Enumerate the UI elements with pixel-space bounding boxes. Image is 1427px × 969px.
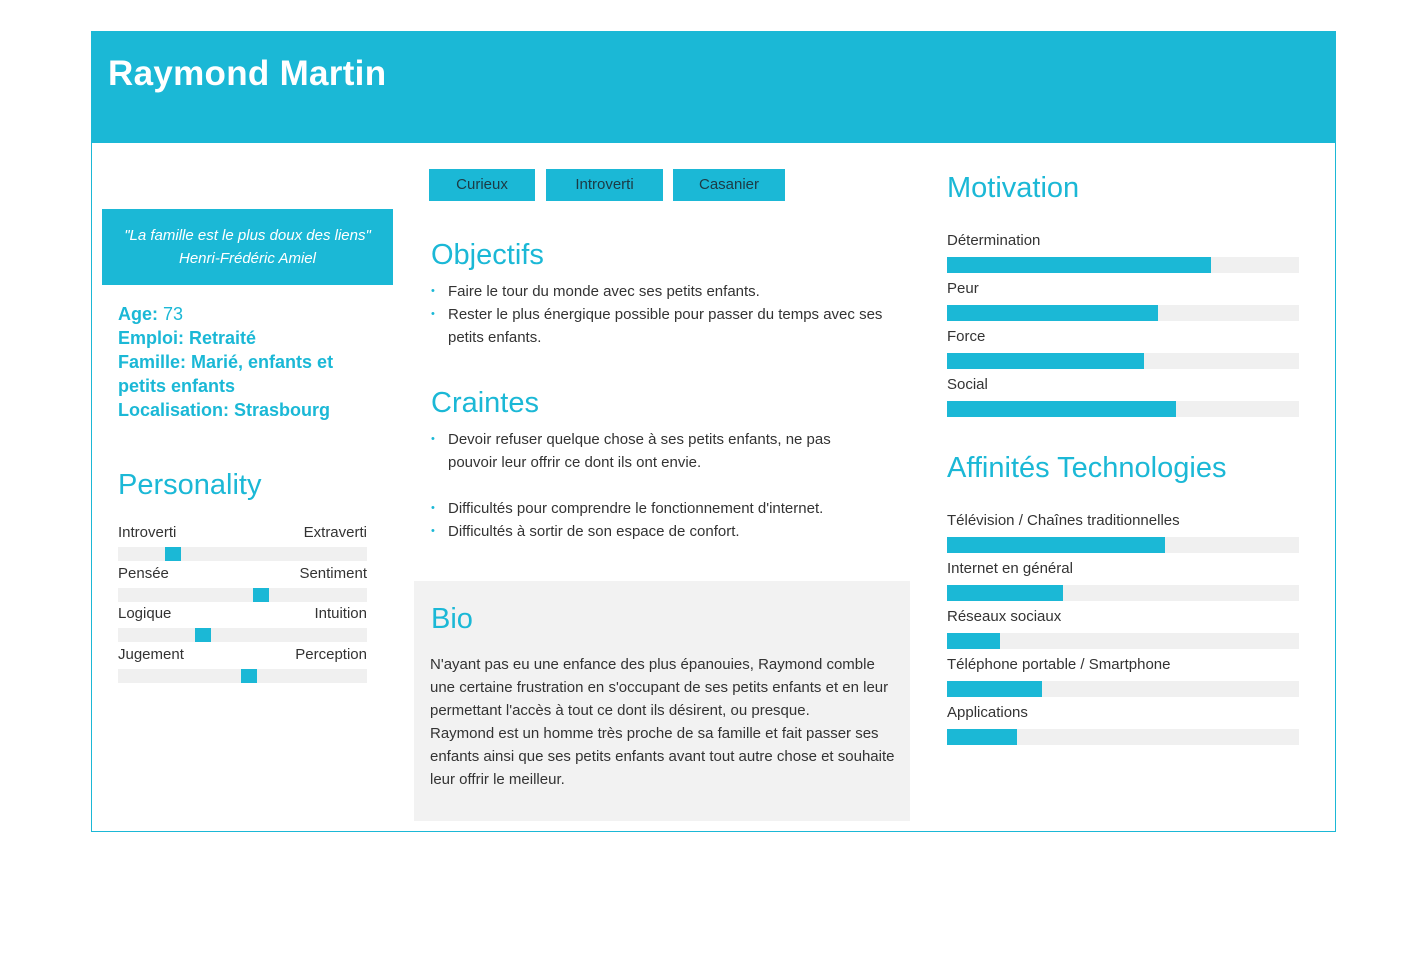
bar-track — [947, 729, 1299, 745]
bio-section: Bio N'ayant pas eu une enfance des plus … — [414, 581, 910, 821]
scale-track — [118, 588, 367, 602]
bar-fill — [947, 585, 1064, 601]
age-label: Age: — [118, 304, 158, 324]
scale-track — [118, 669, 367, 683]
bar-track — [947, 633, 1299, 649]
bar-track — [947, 537, 1299, 553]
motivation-title: Motivation — [947, 172, 1080, 204]
bar-label: Social — [947, 376, 988, 393]
scale-left-label: Introverti — [118, 524, 177, 541]
tag-casanier[interactable]: Casanier — [673, 169, 785, 201]
persona-card: Raymond Martin "La famille est le plus d… — [91, 31, 1336, 832]
personality-scale: Introverti Extraverti — [118, 524, 367, 564]
list-item: Faire le tour du monde avec ses petits e… — [431, 280, 901, 303]
job-row: Emploi: Retraité — [118, 328, 257, 348]
scale-left-label: Jugement — [118, 646, 184, 663]
bar-track — [947, 681, 1299, 697]
fears-list: Devoir refuser quelque chose à ses petit… — [431, 428, 881, 543]
objectives-title: Objectifs — [431, 239, 544, 271]
age-row: Age: 73 — [118, 302, 378, 326]
objectives-list: Faire le tour du monde avec ses petits e… — [431, 280, 901, 349]
bio-text: N'ayant pas eu une enfance des plus épan… — [430, 653, 900, 791]
bio-paragraph-1: N'ayant pas eu une enfance des plus épan… — [430, 656, 889, 719]
bar-track — [947, 585, 1299, 601]
personality-scale: Logique Intuition — [118, 605, 367, 645]
scale-right-label: Extraverti — [303, 524, 367, 541]
bar-fill — [947, 257, 1211, 273]
family-row: Famille: Marié, enfants et petits enfant… — [118, 352, 334, 396]
scale-left-label: Logique — [118, 605, 172, 622]
bar-fill — [947, 681, 1043, 697]
bar-fill — [947, 633, 1000, 649]
scale-marker — [253, 588, 269, 602]
list-item: Difficultés à sortir de son espace de co… — [431, 520, 881, 543]
list-item: Difficultés pour comprendre le fonctionn… — [431, 497, 881, 520]
persona-name: Raymond Martin — [108, 54, 387, 93]
tag-curieux[interactable]: Curieux — [429, 169, 535, 201]
bio-title: Bio — [431, 603, 473, 635]
list-item: Devoir refuser quelque chose à ses petit… — [431, 428, 881, 474]
motivation-bar: Social — [947, 376, 1299, 424]
personality-scale: Pensée Sentiment — [118, 565, 367, 605]
scale-right-label: Intuition — [314, 605, 367, 622]
personality-title: Personality — [118, 469, 262, 501]
motivation-bar: Détermination — [947, 232, 1299, 280]
scale-left-label: Pensée — [118, 565, 169, 582]
bar-label: Détermination — [947, 232, 1041, 249]
quote-text: "La famille est le plus doux des liens" — [124, 227, 371, 244]
bar-track — [947, 353, 1299, 369]
quote-box: "La famille est le plus doux des liens" … — [102, 209, 393, 285]
bar-fill — [947, 353, 1145, 369]
bar-label: Internet en général — [947, 560, 1073, 577]
scale-right-label: Sentiment — [299, 565, 367, 582]
tag-introverti[interactable]: Introverti — [546, 169, 663, 201]
technology-bar: Internet en général — [947, 560, 1299, 608]
quote-author: Henri-Frédéric Amiel — [179, 250, 316, 267]
bar-label: Téléphone portable / Smartphone — [947, 656, 1171, 673]
bar-label: Applications — [947, 704, 1028, 721]
motivation-bar: Peur — [947, 280, 1299, 328]
profile-info: Age: 73 Emploi: Retraité Famille: Marié,… — [118, 302, 378, 422]
bar-label: Force — [947, 328, 986, 345]
scale-marker — [165, 547, 181, 561]
bar-track — [947, 257, 1299, 273]
bar-label: Réseaux sociaux — [947, 608, 1062, 625]
technology-bar: Télévision / Chaînes traditionnelles — [947, 512, 1299, 560]
bar-fill — [947, 401, 1176, 417]
technology-title: Affinités Technologies — [947, 452, 1227, 484]
bar-label: Télévision / Chaînes traditionnelles — [947, 512, 1180, 529]
bio-paragraph-2: Raymond est un homme très proche de sa f… — [430, 725, 895, 788]
bar-track — [947, 401, 1299, 417]
fears-title: Craintes — [431, 387, 539, 419]
technology-bar: Applications — [947, 704, 1299, 752]
scale-right-label: Perception — [295, 646, 367, 663]
personality-scale: Jugement Perception — [118, 646, 367, 686]
scale-marker — [241, 669, 257, 683]
age-value: 73 — [163, 304, 184, 324]
bar-label: Peur — [947, 280, 979, 297]
scale-track — [118, 547, 367, 561]
motivation-bar: Force — [947, 328, 1299, 376]
bar-track — [947, 305, 1299, 321]
technology-bar: Téléphone portable / Smartphone — [947, 656, 1299, 704]
location-row: Localisation: Strasbourg — [118, 400, 331, 420]
persona-header: Raymond Martin — [92, 32, 1335, 143]
list-item: Rester le plus énergique possible pour p… — [431, 303, 901, 349]
bar-fill — [947, 729, 1018, 745]
technology-bar: Réseaux sociaux — [947, 608, 1299, 656]
scale-marker — [195, 628, 211, 642]
bar-fill — [947, 305, 1159, 321]
bar-fill — [947, 537, 1166, 553]
scale-track — [118, 628, 367, 642]
